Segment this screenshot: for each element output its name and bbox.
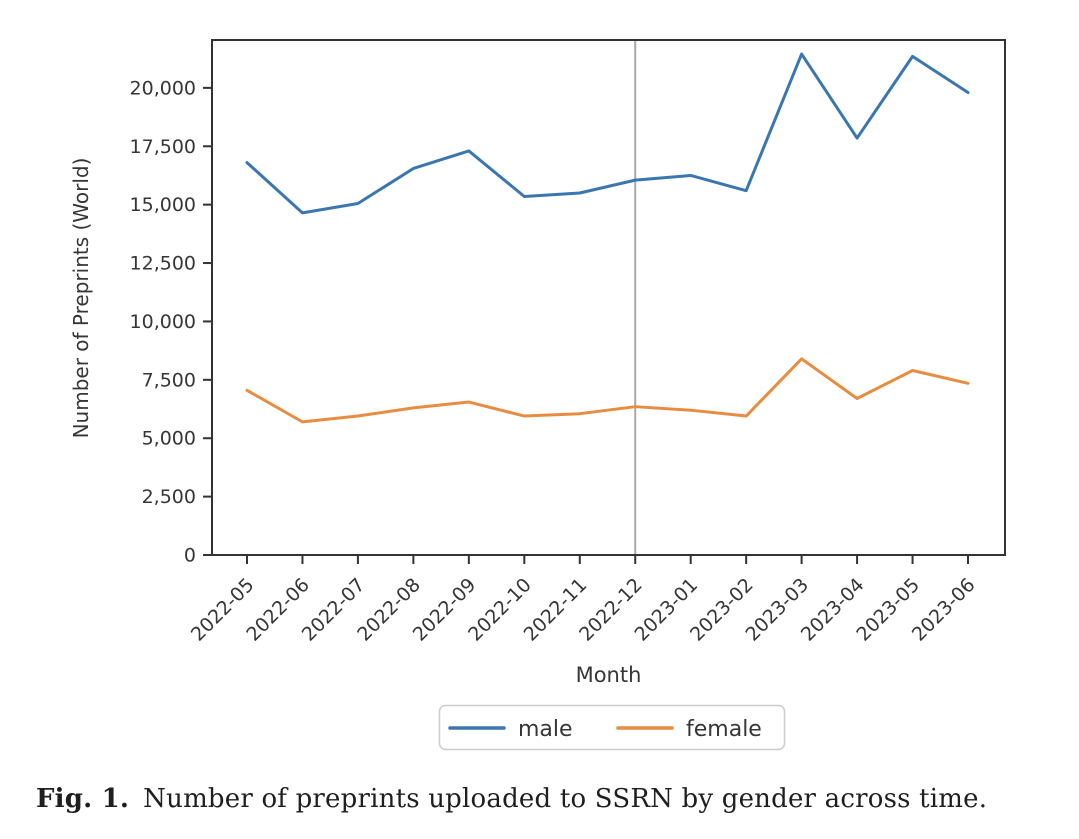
y-tick-label: 7,500 [142, 369, 196, 391]
x-axis-title: Month [576, 663, 642, 687]
legend-label-female: female [686, 717, 762, 742]
y-tick-label: 15,000 [130, 194, 196, 216]
plot-frame [211, 39, 1006, 556]
preprints-line-chart: 0 2,500 5,000 7,500 10,000 12,500 15,000 17,500… [69, 39, 1006, 751]
y-tick-label: 12,500 [130, 253, 196, 275]
y-tick-label: 20,000 [130, 77, 196, 99]
caption-label: Fig. 1. [36, 784, 130, 814]
caption-text: Number of preprints uploaded to SSRN by … [143, 784, 988, 814]
legend-box [438, 704, 786, 751]
y-tick-label: 0 [184, 545, 196, 567]
y-tick-label: 5,000 [142, 428, 196, 450]
y-axis-title: Number of Preprints (World) [69, 158, 93, 439]
series-line-male [245, 52, 970, 215]
y-tick-label: 2,500 [142, 486, 196, 508]
y-tick-label: 17,500 [130, 136, 196, 158]
series-line-female [245, 357, 970, 424]
legend-label-male: male [518, 717, 573, 742]
y-tick-label: 10,000 [130, 311, 196, 333]
figure-caption: Fig. 1. Number of preprints uploaded to S… [36, 784, 1046, 814]
